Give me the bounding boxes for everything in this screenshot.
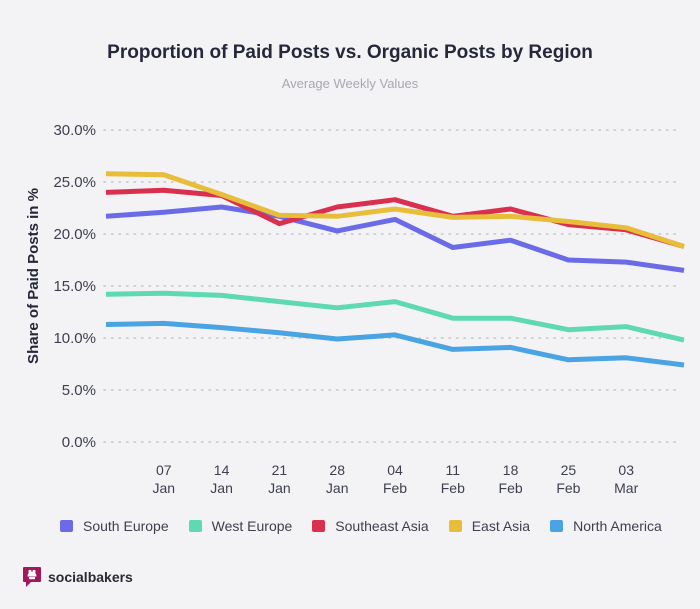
y-tick-label: 25.0% (53, 174, 96, 191)
x-tick-label: 04 (387, 462, 403, 478)
x-tick-label: 28 (329, 462, 345, 478)
legend-swatch (188, 520, 202, 532)
socialbakers-logo-icon (23, 567, 41, 587)
y-tick-label: 30.0% (53, 122, 96, 139)
brand-name: socialbakers (48, 569, 133, 585)
x-tick-label: Jan (210, 480, 233, 496)
x-tick-label: 14 (214, 462, 230, 478)
series-line-south-europe (105, 204, 685, 273)
legend-swatch (60, 520, 73, 532)
x-tick-label: Feb (499, 480, 523, 496)
legend-item: South Europe (60, 518, 169, 534)
x-tick-label: Feb (556, 480, 580, 496)
x-tick-label: Feb (383, 480, 407, 496)
x-tick-label: 25 (561, 462, 577, 478)
legend-label: South Europe (83, 518, 169, 534)
x-tick-label: 21 (272, 462, 288, 478)
legend-label: North America (573, 518, 662, 534)
x-tick-label: Feb (441, 480, 465, 496)
y-tick-label: 5.0% (62, 382, 96, 399)
y-tick-label: 15.0% (53, 278, 96, 295)
x-tick-label: 03 (618, 462, 634, 478)
legend-label: East Asia (471, 518, 531, 534)
legend-label: Southeast Asia (335, 518, 429, 534)
series-line-west-europe (105, 290, 685, 343)
series-line-southeast-asia (105, 187, 685, 249)
chart-title: Proportion of Paid Posts vs. Organic Pos… (107, 42, 593, 63)
y-tick-label: 0.0% (62, 434, 96, 451)
legend-label: West Europe (211, 518, 293, 534)
legend-swatch (550, 520, 564, 532)
x-tick-label: Mar (614, 480, 638, 496)
x-tick-label: Jan (268, 480, 291, 496)
x-tick-label: 18 (503, 462, 519, 478)
x-tick-label: 07 (156, 462, 172, 478)
series-line-east-asia (105, 171, 685, 249)
legend-item: North America (550, 518, 662, 534)
legend-swatch (312, 520, 326, 532)
brand: socialbakers (22, 566, 133, 588)
legend-item: East Asia (448, 518, 531, 534)
chart-legend: South Europe West Europe Southeast Asia Eas… (60, 518, 682, 534)
y-axis-label: Share of Paid Posts in % (25, 188, 42, 364)
legend-item: Southeast Asia (312, 518, 429, 534)
y-tick-label: 10.0% (53, 330, 96, 347)
x-tick-label: 11 (446, 462, 461, 478)
y-tick-label: 20.0% (53, 226, 96, 243)
x-tick-label: Jan (153, 480, 176, 496)
series-line-north-america (105, 320, 685, 368)
legend-item: West Europe (188, 518, 293, 534)
chart-subtitle: Average Weekly Values (281, 76, 419, 91)
x-tick-label: Jan (326, 480, 349, 496)
legend-swatch (448, 520, 462, 532)
